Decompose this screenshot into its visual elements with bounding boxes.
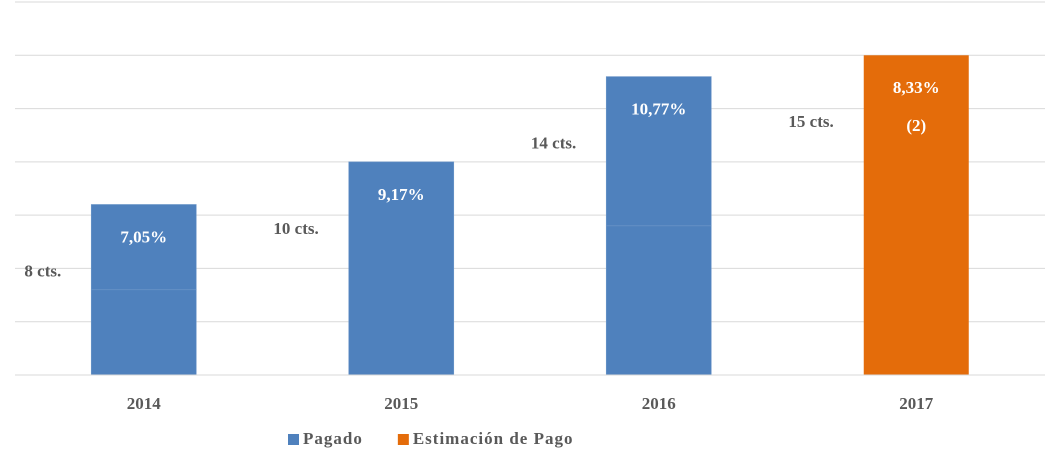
bar-segment [90, 204, 197, 291]
bar-segment [605, 225, 712, 376]
legend-swatch [288, 434, 299, 445]
bar-segment [348, 161, 455, 376]
bar-segment [605, 76, 712, 227]
legend-label: Pagado [303, 429, 363, 448]
legend-label: Estimación de Pago [413, 429, 574, 448]
percent-label: 9,17% [378, 185, 425, 204]
total-label: 8 cts. [24, 261, 61, 280]
total-label: 14 cts. [531, 134, 576, 153]
note-label: (2) [906, 116, 926, 135]
total-label: 15 cts. [788, 112, 833, 131]
percent-label: 8,33% [893, 78, 940, 97]
bar-segment [90, 289, 197, 376]
bar-segment [863, 55, 969, 376]
legend-swatch [397, 434, 409, 445]
x-tick-label: 2015 [384, 394, 418, 413]
percent-label: 10,77% [631, 100, 686, 119]
x-tick-label: 2014 [127, 394, 162, 413]
x-tick-label: 2017 [899, 394, 934, 413]
total-label: 10 cts. [273, 219, 318, 238]
x-tick-label: 2016 [642, 394, 676, 413]
percent-label: 7,05% [120, 227, 167, 246]
